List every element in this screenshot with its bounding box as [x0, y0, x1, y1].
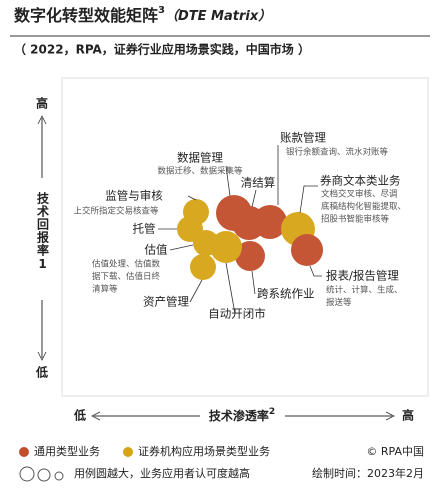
y-label-text: 技术回报率 — [36, 191, 50, 257]
bubble — [291, 234, 323, 266]
legend-dot-specific — [123, 447, 133, 457]
node-desc: 统计、计算、生成、 — [326, 285, 403, 296]
x-arrowhead-left — [91, 411, 101, 421]
y-label: 技术回报率 1 — [36, 191, 50, 272]
legend-dot-general — [19, 447, 29, 457]
node-label: 账款管理 — [280, 131, 326, 145]
node-desc: 底稿结构化智能提取、 — [321, 201, 406, 212]
node-desc: 估值处理、估值数 — [92, 259, 161, 270]
subtitle: （ 2022，RPA，证券行业应用场景实践，中国市场 ） — [14, 42, 310, 57]
bubble — [193, 230, 219, 256]
node-label: 数据管理 — [177, 151, 223, 165]
node-desc: 文档交叉审核、尽调 — [321, 189, 398, 200]
node-label: 券商文本类业务 — [320, 174, 401, 188]
node-desc: 报送等 — [326, 297, 352, 308]
title-en: （DTE Matrix） — [165, 8, 271, 24]
bubble — [235, 241, 265, 271]
x-label-sup: 2 — [269, 407, 275, 417]
y-low: 低 — [35, 365, 48, 380]
title-text: 数字化转型效能矩阵 — [14, 6, 158, 25]
bubble — [253, 205, 287, 239]
node-label: 资产管理 — [143, 295, 189, 309]
x-high: 高 — [402, 408, 414, 423]
size-note: 用例圆越大，业务应用者认可度越高 — [74, 466, 250, 480]
leaders — [158, 145, 322, 315]
node-label: 跨系统作业 — [257, 287, 315, 301]
x-low: 低 — [73, 408, 86, 423]
node-label: 监管与审核 — [105, 189, 163, 203]
bubbles — [177, 195, 323, 280]
node-desc: 银行余额查询、流水对账等 — [286, 147, 389, 158]
legend-specific: 证券机构应用场景类型业务 — [138, 444, 270, 458]
node-label: 清结算 — [241, 176, 276, 190]
node-desc: 上交所指定交易核查等 — [73, 206, 159, 217]
node-label: 估值 — [145, 243, 168, 257]
x-label: 技术渗透率2 — [209, 407, 275, 423]
matrix-frame — [61, 77, 429, 397]
x-arrowhead-right — [385, 411, 395, 421]
y-high: 高 — [36, 96, 48, 111]
date: 绘制时间：2023年2月 — [312, 466, 424, 480]
bubble — [190, 254, 216, 280]
size-icons — [19, 466, 64, 482]
x-label-text: 技术渗透率 — [209, 408, 269, 423]
node-desc: 招股书智能审核等 — [321, 214, 390, 225]
node-desc: 数据迁移、数据采集等 — [157, 166, 243, 177]
y-label-sup: 1 — [36, 257, 50, 272]
node-label: 托管 — [133, 222, 156, 236]
node-desc: 据下载、估值日终 — [92, 271, 161, 282]
legend-general: 通用类型业务 — [34, 444, 100, 458]
node-label: 自动开闭市 — [208, 307, 266, 321]
title: 数字化转型效能矩阵3（DTE Matrix） — [14, 5, 271, 25]
node-desc: 清算等 — [92, 284, 118, 295]
y-arrowhead-down — [37, 351, 47, 361]
copyright: © RPA中国 — [366, 445, 424, 458]
node-label: 报表/报告管理 — [326, 269, 399, 283]
title-sup: 3 — [158, 5, 165, 16]
y-arrowhead-up — [37, 115, 47, 125]
